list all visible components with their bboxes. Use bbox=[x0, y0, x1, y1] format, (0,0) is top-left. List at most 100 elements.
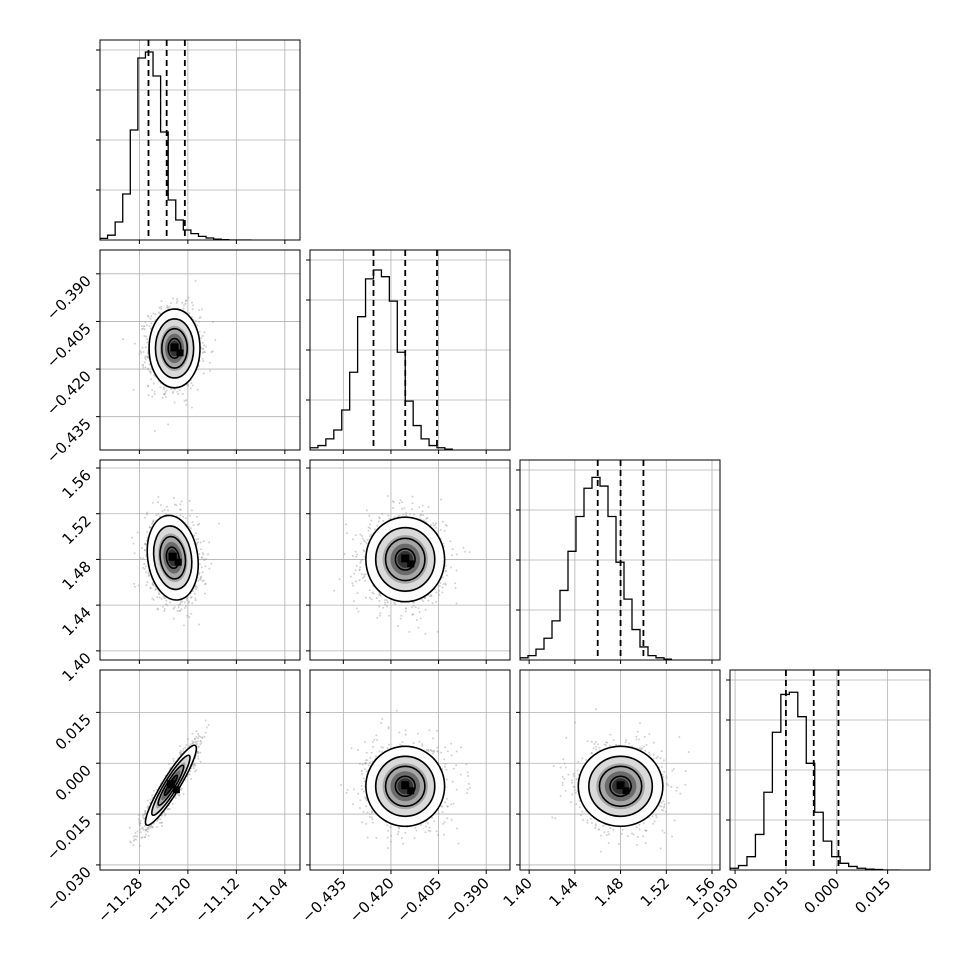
sample-point bbox=[378, 599, 381, 602]
sample-point bbox=[201, 571, 204, 574]
sample-point bbox=[141, 364, 144, 367]
sample-point bbox=[164, 395, 167, 398]
sample-point bbox=[201, 351, 204, 354]
sample-point bbox=[153, 393, 156, 396]
sample-point bbox=[185, 597, 188, 600]
histogram-bin bbox=[130, 130, 138, 240]
sample-point bbox=[426, 517, 429, 519]
sample-point bbox=[398, 514, 401, 517]
sample-point bbox=[152, 312, 155, 315]
histogram-bin bbox=[772, 732, 780, 870]
sample-point bbox=[371, 591, 374, 594]
sample-point bbox=[404, 610, 407, 613]
sample-point bbox=[139, 831, 142, 834]
sample-point bbox=[168, 762, 171, 765]
sample-point bbox=[147, 834, 150, 837]
density-peak bbox=[170, 343, 179, 352]
sample-point bbox=[415, 618, 418, 621]
sample-point bbox=[149, 587, 152, 590]
histogram-bin bbox=[747, 857, 755, 870]
sample-point bbox=[449, 566, 452, 569]
sample-point bbox=[133, 582, 136, 585]
sample-point bbox=[197, 573, 200, 576]
contour-line bbox=[154, 318, 195, 379]
sample-point bbox=[435, 522, 437, 525]
sample-point bbox=[146, 355, 149, 358]
sample-point bbox=[188, 525, 191, 528]
sample-point bbox=[197, 734, 200, 737]
sample-point bbox=[365, 509, 368, 512]
sample-point bbox=[130, 841, 133, 844]
sample-point bbox=[184, 302, 187, 305]
histogram-bin bbox=[798, 717, 806, 870]
sample-point bbox=[427, 599, 430, 602]
sample-point bbox=[201, 580, 204, 582]
sample-point bbox=[402, 513, 405, 516]
sample-point bbox=[203, 344, 205, 347]
sample-point bbox=[145, 571, 148, 574]
sample-point bbox=[430, 523, 432, 526]
sample-point bbox=[437, 529, 440, 532]
sample-point bbox=[360, 573, 363, 575]
sample-point bbox=[198, 578, 201, 581]
sample-point bbox=[200, 575, 203, 578]
sample-point bbox=[143, 356, 146, 359]
sample-point bbox=[165, 599, 168, 602]
sample-point bbox=[172, 607, 175, 610]
sample-point bbox=[412, 613, 415, 616]
sample-point bbox=[189, 527, 192, 530]
sample-point bbox=[145, 543, 147, 546]
sample-point bbox=[187, 738, 189, 740]
sample-point bbox=[144, 321, 147, 324]
sample-point bbox=[191, 732, 194, 735]
sample-point bbox=[455, 602, 458, 605]
sample-point bbox=[172, 297, 174, 300]
sample-point bbox=[410, 508, 413, 511]
sample-point bbox=[182, 624, 185, 627]
sample-point bbox=[146, 355, 149, 358]
sample-point bbox=[443, 529, 446, 532]
sample-point bbox=[149, 372, 152, 375]
sample-point bbox=[183, 304, 185, 307]
sample-point bbox=[166, 604, 169, 607]
sample-point bbox=[421, 510, 424, 513]
sample-point bbox=[167, 423, 170, 426]
sample-point bbox=[399, 617, 402, 620]
sample-point bbox=[179, 603, 182, 606]
sample-point bbox=[455, 553, 458, 556]
sample-point bbox=[132, 542, 135, 545]
sample-point bbox=[186, 614, 189, 617]
sample-point bbox=[132, 844, 135, 847]
sample-point bbox=[385, 599, 388, 602]
histogram-bin bbox=[560, 590, 568, 660]
sample-point bbox=[190, 778, 193, 781]
sample-point bbox=[195, 768, 198, 771]
sample-point bbox=[152, 519, 155, 522]
histogram-bin bbox=[764, 792, 772, 870]
sample-point bbox=[201, 357, 204, 360]
sample-point bbox=[208, 567, 211, 570]
sample-point bbox=[151, 597, 154, 600]
sample-point bbox=[148, 363, 151, 366]
sample-point bbox=[144, 358, 147, 361]
sample-point bbox=[176, 298, 178, 300]
sample-point bbox=[145, 829, 147, 832]
sample-point bbox=[146, 338, 149, 341]
sample-point bbox=[158, 306, 161, 309]
histogram-bin bbox=[413, 426, 421, 450]
sample-point bbox=[202, 540, 205, 543]
sample-point bbox=[449, 540, 452, 543]
sample-point bbox=[136, 835, 139, 838]
sample-point bbox=[191, 742, 194, 745]
sample-point bbox=[143, 563, 146, 565]
sample-point bbox=[432, 524, 435, 527]
sample-point bbox=[137, 818, 140, 821]
sample-point bbox=[152, 520, 155, 523]
sample-point bbox=[202, 372, 205, 375]
sample-point bbox=[150, 378, 153, 381]
sample-point bbox=[438, 593, 441, 596]
sample-point bbox=[194, 319, 197, 322]
sample-point bbox=[198, 553, 201, 556]
sample-point bbox=[200, 556, 203, 559]
sample-point bbox=[441, 591, 444, 594]
